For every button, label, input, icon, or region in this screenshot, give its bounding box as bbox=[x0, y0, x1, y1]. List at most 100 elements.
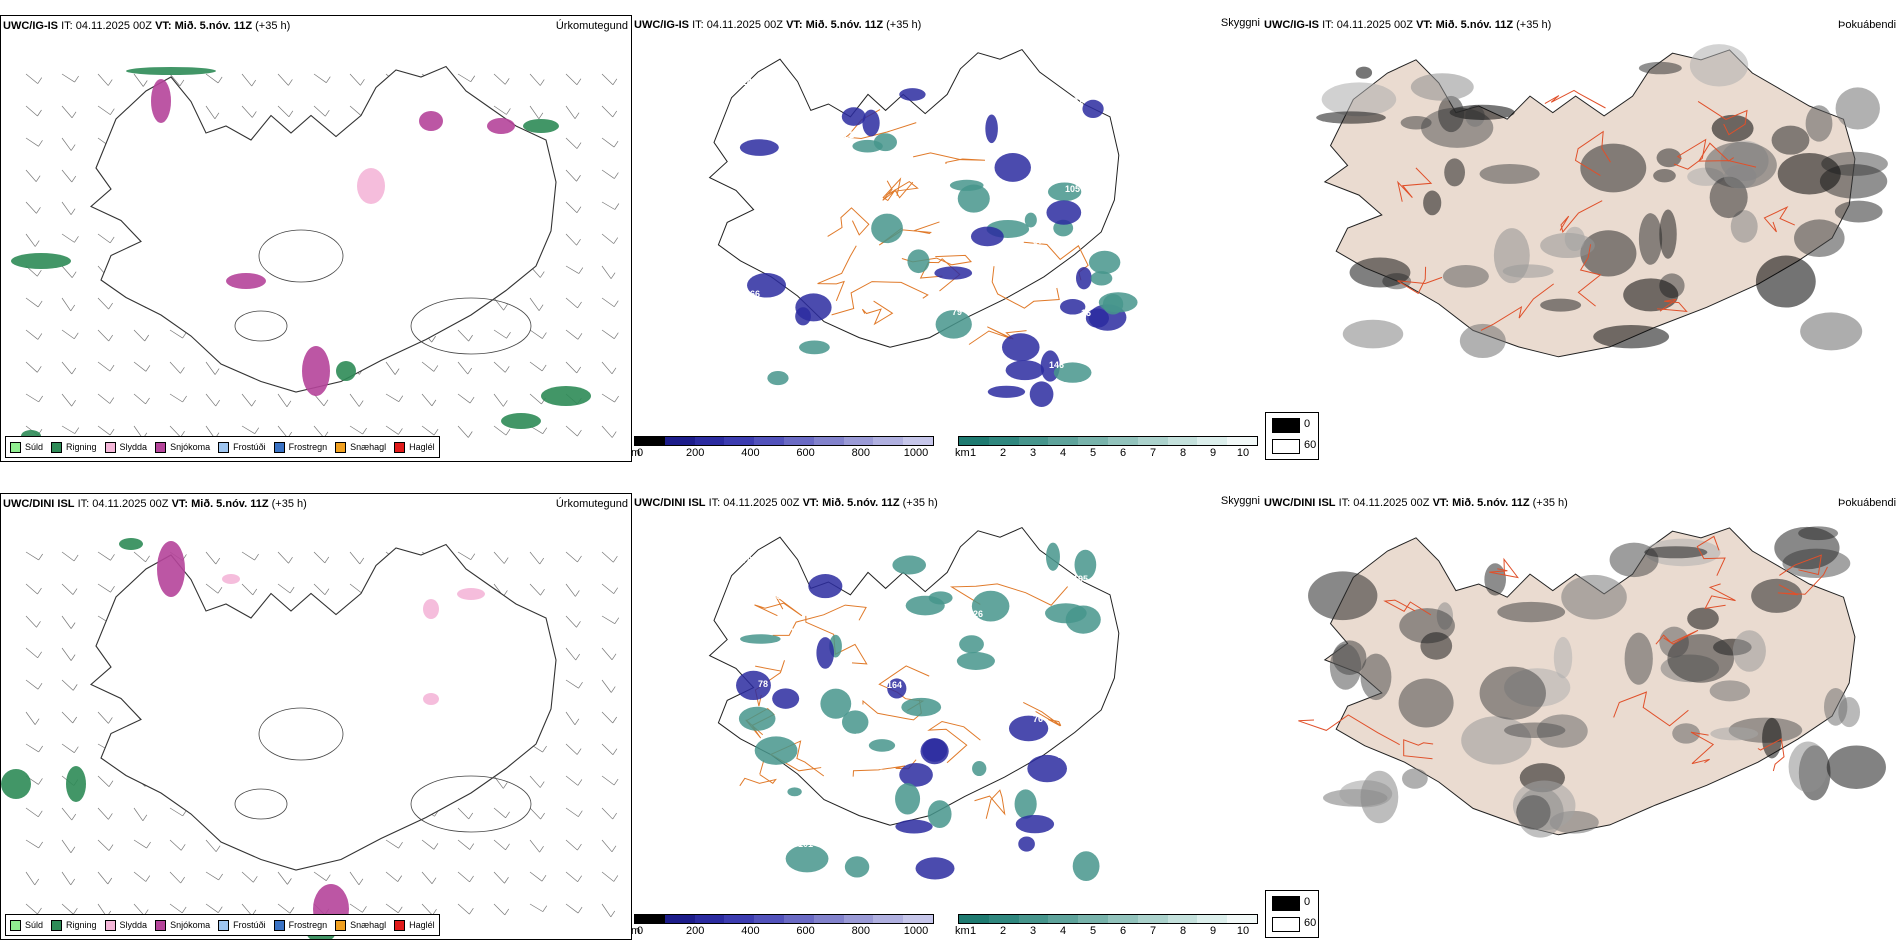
cloud-area bbox=[971, 590, 1010, 622]
barb-flag bbox=[577, 301, 582, 309]
barb-shaft bbox=[457, 73, 471, 83]
fog-swatch-low bbox=[1272, 439, 1300, 454]
cloud-base-label: 138 bbox=[790, 627, 805, 637]
barb-flag bbox=[503, 557, 509, 564]
cloud-base-label: 89 bbox=[871, 556, 881, 566]
barb-flag bbox=[540, 812, 545, 820]
legend-item: Frostregn bbox=[273, 441, 328, 453]
colorbar-cell bbox=[1018, 915, 1049, 923]
barb-flag bbox=[71, 271, 77, 278]
barb-flag bbox=[214, 368, 220, 375]
barb-flag bbox=[433, 365, 439, 372]
barb-flag bbox=[504, 877, 509, 884]
barb-flag bbox=[505, 428, 511, 436]
cloud-base-label: 79 bbox=[952, 307, 962, 317]
cloud-area bbox=[895, 783, 921, 815]
cloud-panel-top: UWC/IG-IS IT: 04.11.2025 00Z VT: Mið. 5.… bbox=[632, 15, 1262, 462]
barb-flag bbox=[142, 80, 148, 87]
colorbar-cell bbox=[783, 915, 814, 923]
precip-panel-top: UWC/IG-IS IT: 04.11.2025 00Z VT: Mið. 5.… bbox=[0, 15, 632, 462]
cloud-base-label: 113 bbox=[1041, 626, 1056, 636]
barb-flag bbox=[254, 427, 260, 434]
barb-shaft bbox=[277, 73, 289, 86]
barb-flag bbox=[74, 75, 79, 83]
fog-area bbox=[1659, 209, 1677, 259]
wind-barb bbox=[601, 615, 620, 624]
wind-barb bbox=[205, 583, 223, 594]
barb-flag bbox=[577, 555, 582, 563]
fog-area bbox=[1308, 571, 1378, 621]
road bbox=[1690, 731, 1715, 765]
barb-shaft bbox=[565, 775, 579, 786]
fog-area bbox=[1623, 278, 1679, 312]
fog-area bbox=[1502, 264, 1554, 278]
colorbar-tick-label: 10 bbox=[1236, 447, 1250, 459]
legend-swatch bbox=[218, 441, 230, 453]
wind-barb bbox=[493, 903, 510, 916]
barb-flag bbox=[506, 332, 511, 339]
barb-shaft bbox=[61, 73, 75, 83]
glacier-outline bbox=[410, 775, 532, 833]
wind-barb bbox=[25, 807, 43, 818]
cloud-base-label: 105 bbox=[1065, 184, 1080, 194]
wind-barb bbox=[205, 393, 220, 407]
cloud-area bbox=[820, 688, 852, 719]
barb-shaft bbox=[25, 615, 37, 628]
barb-shaft bbox=[529, 361, 543, 372]
barb-flag bbox=[218, 873, 223, 881]
precip-area bbox=[66, 766, 86, 802]
barb-shaft bbox=[529, 775, 541, 788]
fog-area bbox=[1774, 526, 1840, 570]
barb-shaft bbox=[529, 297, 540, 311]
barb-flag bbox=[71, 111, 77, 118]
barb-flag bbox=[215, 845, 221, 852]
cloud-area bbox=[1102, 293, 1124, 315]
wind-barb bbox=[61, 583, 78, 595]
cloud-base-label: 76 bbox=[1033, 714, 1043, 724]
barb-flag bbox=[574, 112, 580, 119]
barb-flag bbox=[431, 399, 437, 407]
legend-label: Slydda bbox=[119, 920, 148, 930]
wind-barb bbox=[565, 903, 583, 914]
barb-flag bbox=[37, 77, 43, 84]
fog-area bbox=[1800, 312, 1863, 351]
barb-flag bbox=[541, 875, 547, 882]
wind-barb bbox=[61, 551, 79, 562]
wind-barb bbox=[25, 201, 41, 214]
barb-shaft bbox=[493, 839, 506, 851]
fog-area bbox=[1667, 634, 1735, 683]
wind-barb bbox=[97, 73, 113, 86]
wind-barb bbox=[25, 361, 42, 373]
barb-shaft bbox=[25, 73, 38, 84]
legend-label: Frostregn bbox=[288, 442, 328, 452]
barb-shaft bbox=[601, 425, 613, 438]
wind-barb bbox=[61, 711, 78, 724]
barb-shaft bbox=[565, 425, 578, 437]
barb-shaft bbox=[529, 73, 541, 86]
cloud-area bbox=[949, 179, 984, 191]
fog-area bbox=[1835, 87, 1880, 130]
wind-barb bbox=[169, 361, 185, 374]
wind-barb bbox=[601, 871, 619, 882]
colorbar-cell bbox=[1107, 437, 1138, 445]
wind-barb bbox=[97, 583, 115, 593]
cloud-area bbox=[994, 153, 1031, 182]
barb-flag bbox=[577, 906, 583, 914]
cloud-base-label: 93 bbox=[855, 732, 865, 742]
cloud-area bbox=[895, 819, 933, 834]
colorbar-cell bbox=[959, 915, 989, 923]
precip-legend: Súld Rigning Slydda Snjókoma Frostúði Frostre… bbox=[5, 914, 440, 936]
barb-shaft bbox=[421, 871, 433, 884]
barb-flag bbox=[468, 334, 473, 342]
fog-area bbox=[1540, 298, 1582, 312]
barb-flag bbox=[215, 557, 221, 565]
barb-flag bbox=[108, 717, 113, 724]
cloud-base-label: 101 bbox=[798, 839, 813, 849]
colorbar-cell bbox=[1227, 915, 1257, 923]
colorbar-cell bbox=[988, 437, 1019, 445]
fog-area bbox=[1504, 722, 1566, 739]
barb-shaft bbox=[61, 297, 72, 312]
barb-shaft bbox=[529, 807, 541, 820]
barb-shaft bbox=[61, 361, 73, 375]
wind-barb bbox=[61, 105, 77, 118]
